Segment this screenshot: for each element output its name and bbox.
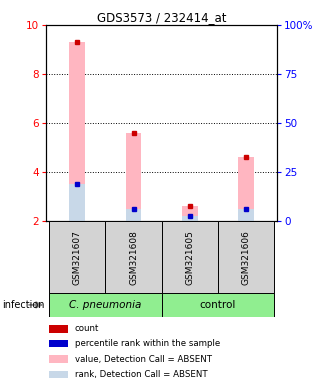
- Bar: [126, 209, 142, 221]
- Bar: [162, 221, 218, 294]
- Bar: [49, 356, 68, 363]
- Bar: [49, 325, 68, 333]
- Text: percentile rank within the sample: percentile rank within the sample: [75, 339, 220, 348]
- Bar: [105, 221, 162, 294]
- Text: GSM321606: GSM321606: [242, 230, 251, 285]
- Bar: [182, 206, 198, 221]
- Bar: [162, 293, 274, 317]
- Bar: [49, 340, 68, 348]
- Text: infection: infection: [2, 300, 44, 310]
- Bar: [238, 157, 254, 221]
- Bar: [218, 221, 274, 294]
- Bar: [49, 221, 105, 294]
- Bar: [69, 184, 85, 221]
- Bar: [126, 133, 142, 221]
- Bar: [49, 293, 162, 317]
- Title: GDS3573 / 232414_at: GDS3573 / 232414_at: [97, 11, 226, 24]
- Bar: [238, 209, 254, 221]
- Bar: [69, 42, 85, 221]
- Text: value, Detection Call = ABSENT: value, Detection Call = ABSENT: [75, 355, 212, 364]
- Text: GSM321607: GSM321607: [73, 230, 82, 285]
- Text: count: count: [75, 324, 99, 333]
- Text: GSM321605: GSM321605: [185, 230, 194, 285]
- Bar: [49, 371, 68, 378]
- Text: rank, Detection Call = ABSENT: rank, Detection Call = ABSENT: [75, 370, 207, 379]
- Bar: [182, 216, 198, 221]
- Text: C. pneumonia: C. pneumonia: [69, 300, 142, 310]
- Text: GSM321608: GSM321608: [129, 230, 138, 285]
- Text: control: control: [200, 300, 236, 310]
